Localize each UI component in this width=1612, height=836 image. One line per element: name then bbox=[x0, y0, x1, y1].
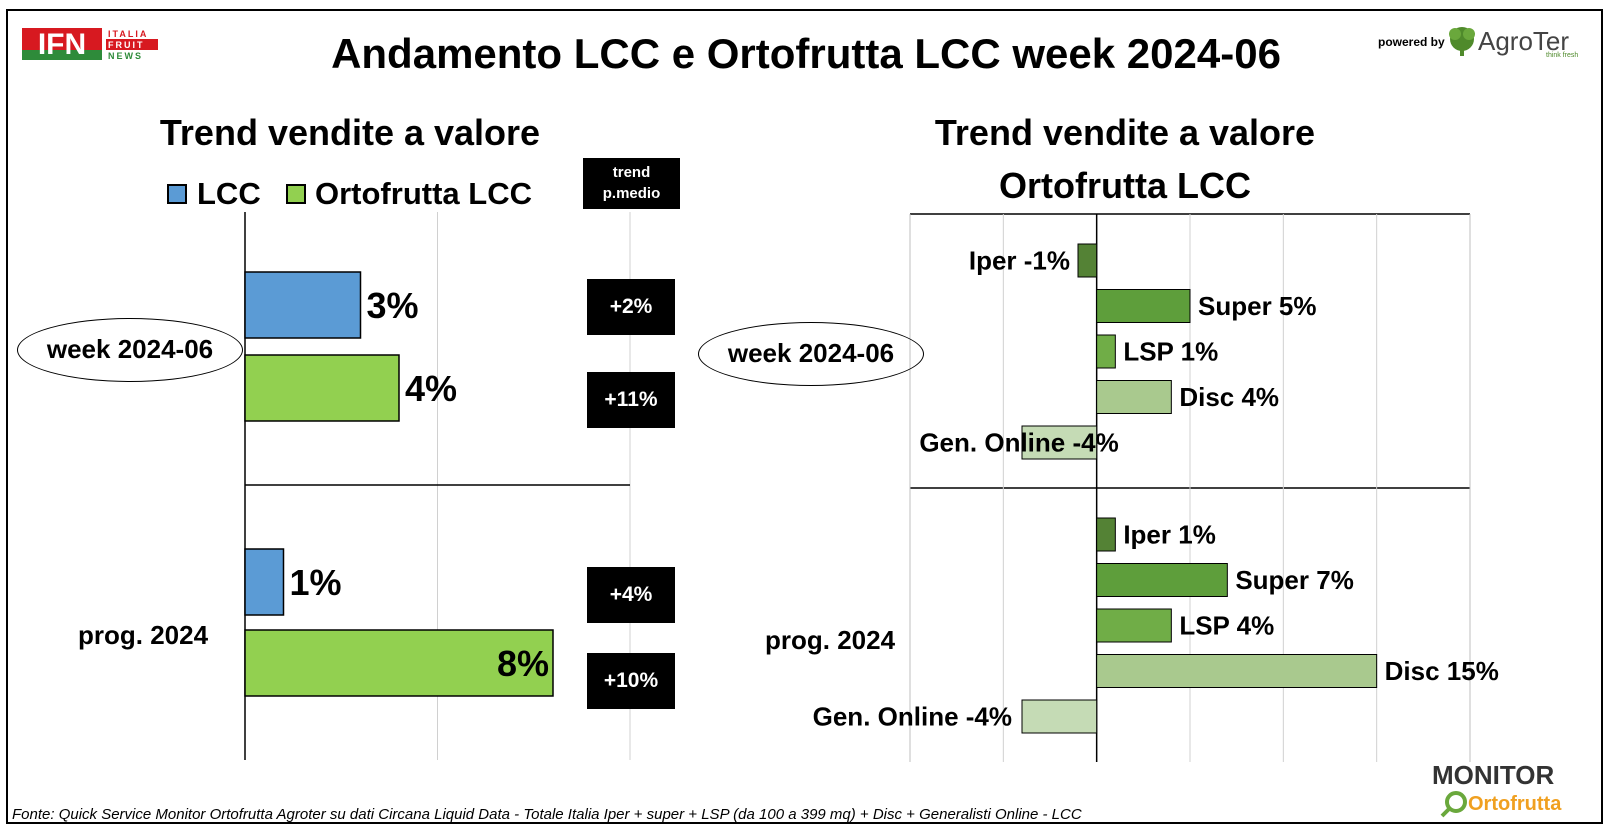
agroter-logo-graphic: powered by AgroTer think fresh bbox=[1378, 26, 1578, 59]
trend-badge-prog-ortofrutta: +10% bbox=[587, 653, 675, 709]
bar-super bbox=[1096, 563, 1228, 597]
ifn-logo-line1: ITALIA bbox=[108, 29, 148, 39]
bar-lsp bbox=[1096, 608, 1172, 643]
bar-data-label: Super 5% bbox=[1198, 291, 1317, 321]
bar-gen-online bbox=[1021, 425, 1098, 460]
bar-data-label: LSP 4% bbox=[1179, 611, 1274, 641]
left-chart-title: Trend vendite a valore bbox=[159, 112, 541, 153]
ifn-logo-graphic: IFN ITALIA FRUIT NEWS bbox=[22, 28, 158, 61]
source-note: Fonte: Quick Service Monitor Ortofrutta … bbox=[12, 806, 1082, 823]
bar-lcc bbox=[244, 271, 362, 339]
bar-data-label: Iper -1% bbox=[969, 246, 1070, 276]
agroter-name: AgroTer bbox=[1478, 26, 1569, 56]
ifn-logo-text: IFN bbox=[38, 28, 86, 61]
tree-icon bbox=[1449, 27, 1475, 56]
bar-data-label: Gen. Online -4% bbox=[813, 702, 1012, 732]
bar-disc bbox=[1096, 380, 1172, 414]
bar-data-label: 3% bbox=[367, 285, 419, 326]
bar-data-label: Gen. Online -4% bbox=[919, 428, 1118, 458]
page-title: Andamento LCC e Ortofrutta LCC week 2024… bbox=[331, 30, 1281, 77]
agroter-logo: powered by AgroTer think fresh bbox=[1378, 24, 1588, 69]
right-bar-chart: Iper -1% Super 5% LSP 1% Disc 4% Gen. Online… bbox=[813, 213, 1499, 762]
ifn-logo-line3: NEWS bbox=[108, 51, 143, 61]
legend-swatch-ortofrutta bbox=[286, 184, 306, 204]
legend: LCC Ortofrutta LCC bbox=[165, 176, 565, 216]
trend-badge-week-lcc: +2% bbox=[587, 279, 675, 335]
monitor-logo-line1: MONITOR bbox=[1432, 760, 1555, 790]
bar-super bbox=[1096, 289, 1191, 323]
monitor-logo-graphic: MONITOR Ortofrutta bbox=[1432, 760, 1562, 818]
trend-badge-week-ortofrutta: +11% bbox=[587, 372, 675, 428]
agroter-tagline: think fresh bbox=[1546, 52, 1578, 59]
right-chart-title-line2: Ortofrutta LCC bbox=[999, 165, 1251, 206]
bar-data-label: 8% bbox=[497, 643, 549, 684]
monitor-logo-line2: Ortofrutta bbox=[1468, 793, 1562, 815]
outer-frame bbox=[6, 9, 1603, 824]
bar-data-label: Disc 15% bbox=[1385, 656, 1499, 686]
bar-data-label: 1% bbox=[290, 562, 342, 603]
right-chart-title-line1: Trend vendite a valore bbox=[934, 112, 1316, 153]
powered-by-text: powered by bbox=[1378, 35, 1445, 49]
legend-swatch-lcc bbox=[167, 184, 187, 204]
bar-ortofrutta bbox=[244, 354, 400, 422]
trend-header-line2: p.medio bbox=[602, 185, 661, 202]
right-period-ellipse-week: week 2024-06 bbox=[698, 322, 924, 386]
ifn-logo-line2: FRUIT bbox=[108, 40, 145, 50]
trend-header-line1: trend bbox=[612, 164, 651, 181]
bar-disc bbox=[1096, 654, 1378, 688]
bar-lsp bbox=[1096, 334, 1116, 369]
trend-p-medio-header: trend p.medio bbox=[583, 158, 680, 209]
bar-lcc bbox=[244, 548, 285, 616]
left-bar-chart: 3% 4% 1% 8% bbox=[244, 212, 631, 760]
legend-label-lcc: LCC bbox=[197, 176, 261, 211]
trend-badge-prog-lcc: +4% bbox=[587, 567, 675, 623]
bar-data-label: 4% bbox=[405, 368, 457, 409]
bar-iper bbox=[1077, 243, 1098, 278]
bar-gen-online bbox=[1021, 699, 1098, 734]
bar-ortofrutta bbox=[244, 629, 554, 697]
legend-label-ortofrutta: Ortofrutta LCC bbox=[315, 176, 532, 211]
bar-iper bbox=[1096, 517, 1116, 552]
monitor-ortofrutta-logo: MONITOR Ortofrutta bbox=[1430, 758, 1600, 823]
bar-data-label: LSP 1% bbox=[1123, 337, 1218, 367]
bar-data-label: Super 7% bbox=[1235, 565, 1354, 595]
right-period-label-prog: prog. 2024 bbox=[765, 625, 896, 655]
left-period-label-prog: prog. 2024 bbox=[78, 620, 209, 650]
magnifier-icon bbox=[1440, 791, 1467, 818]
left-period-ellipse-week: week 2024-06 bbox=[17, 318, 243, 382]
bar-data-label: Disc 4% bbox=[1179, 382, 1279, 412]
ifn-logo: IFN ITALIA FRUIT NEWS bbox=[22, 28, 162, 67]
bar-data-label: Iper 1% bbox=[1123, 520, 1216, 550]
